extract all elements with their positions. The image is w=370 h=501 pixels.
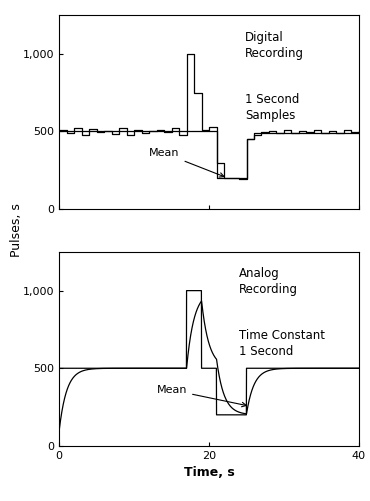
Text: Digital
Recording: Digital Recording bbox=[245, 31, 304, 60]
Text: Analog
Recording: Analog Recording bbox=[239, 268, 298, 296]
Text: Mean: Mean bbox=[157, 385, 246, 407]
Text: Pulses, s: Pulses, s bbox=[10, 203, 23, 258]
X-axis label: Time, s: Time, s bbox=[184, 466, 235, 479]
Text: Time Constant
1 Second: Time Constant 1 Second bbox=[239, 330, 325, 358]
Text: Mean: Mean bbox=[149, 148, 224, 177]
Text: 1 Second
Samples: 1 Second Samples bbox=[245, 93, 299, 122]
